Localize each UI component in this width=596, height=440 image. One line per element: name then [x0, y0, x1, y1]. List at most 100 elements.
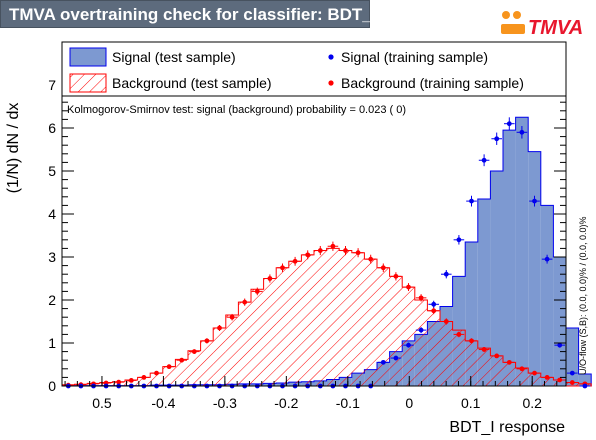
x-tick-label: -0.1 — [336, 395, 360, 411]
ks-annotation: Kolmogorov-Smirnov test: signal (backgro… — [67, 104, 406, 116]
background-train-point — [355, 250, 361, 256]
background-train-point — [519, 366, 525, 372]
legend-box — [61, 41, 567, 97]
signal-test-bin — [477, 198, 491, 386]
background-train-point — [166, 364, 172, 370]
x-tick-label: -0.2 — [274, 395, 298, 411]
background-train-point — [343, 248, 348, 253]
signal-train-point — [582, 383, 588, 389]
background-train-point — [280, 265, 285, 271]
background-test-bin — [276, 267, 289, 386]
signal-train-point — [456, 237, 462, 243]
background-test-bin — [427, 310, 440, 386]
x-tick-label: 0.5 — [92, 395, 112, 411]
y-tick-label: 2 — [48, 292, 56, 308]
signal-test-bin — [566, 327, 579, 386]
background-test-bin — [389, 276, 403, 386]
background-train-point — [368, 256, 374, 262]
y-axis-label: (1/N) dN / dx — [5, 103, 22, 194]
background-test-bin — [414, 300, 428, 386]
signal-train-point — [481, 157, 487, 163]
background-train-point — [267, 276, 273, 281]
background-test-bin — [440, 321, 453, 386]
background-train-point — [532, 370, 537, 376]
signal-test-bin — [528, 151, 541, 386]
background-test-bin — [402, 287, 415, 386]
background-test-bin — [452, 330, 466, 386]
background-train-point — [229, 314, 235, 320]
signal-test-bin — [578, 373, 592, 386]
background-train-point — [469, 338, 474, 344]
tmva-logo: TMVA — [501, 11, 583, 39]
signal-train-point — [569, 370, 575, 376]
background-train-point — [494, 353, 500, 359]
legend-marker-background-train — [328, 80, 334, 86]
background-train-point — [128, 378, 134, 383]
signal-test-bin — [490, 171, 503, 386]
background-test-bin — [125, 379, 138, 386]
background-train-point — [116, 379, 122, 385]
background-test-bin — [364, 259, 377, 386]
signal-test-bin — [503, 130, 516, 386]
background-test-bin — [150, 373, 163, 386]
background-test-bin — [503, 362, 516, 386]
signal-train-point — [519, 129, 525, 135]
background-test-bin — [200, 340, 214, 386]
signal-train-point — [494, 136, 500, 142]
legend-label-signal-train: Signal (training sample) — [341, 49, 488, 65]
background-test-bin — [377, 267, 390, 386]
background-test-bin — [339, 250, 352, 386]
background-test-bin — [553, 379, 566, 386]
background-train-point — [406, 284, 411, 290]
plot-title: TMVA overtraining check for classifier: … — [9, 5, 377, 24]
background-test-bin — [162, 366, 176, 386]
signal-train-point — [431, 301, 437, 307]
y-tick-label: 1 — [48, 335, 56, 351]
background-test-bin — [326, 248, 340, 386]
background-train-point — [179, 357, 185, 363]
background-train-point — [481, 347, 487, 352]
background-test-bin — [540, 377, 554, 386]
y-tick-label: 0 — [48, 378, 56, 394]
background-test-bin — [238, 302, 251, 386]
y-tick-label: 6 — [48, 120, 56, 136]
background-test-bin — [351, 252, 365, 386]
signal-train-point — [532, 198, 537, 204]
background-train-point — [242, 299, 248, 305]
background-test-bin — [263, 278, 277, 386]
legend-marker-signal-train — [328, 54, 334, 60]
y-tick-label: 5 — [48, 163, 56, 179]
background-train-point — [141, 375, 147, 380]
y-tick-label: 7 — [48, 77, 56, 93]
background-test-bin — [175, 359, 188, 386]
overflow-note: U/O-flow (S,B): (0.0, 0.0)% / (0.0, 0.0)… — [578, 216, 588, 375]
background-train-point — [305, 252, 311, 258]
background-test-bin — [314, 250, 327, 386]
x-tick-label: -0.3 — [213, 395, 237, 411]
background-train-point — [292, 258, 298, 264]
background-test-bin — [465, 340, 478, 386]
signal-test-bin — [515, 117, 529, 386]
background-train-point — [154, 370, 159, 376]
y-tick-label: 3 — [48, 249, 56, 265]
signal-test-bin — [540, 205, 554, 386]
background-train-point — [204, 338, 210, 344]
background-train-point — [217, 325, 222, 331]
background-train-point — [569, 380, 575, 385]
legend-label-signal-test: Signal (test sample) — [112, 49, 236, 65]
legend-swatch-background-test — [69, 73, 107, 93]
background-train-point — [431, 308, 437, 314]
signal-train-point — [443, 271, 449, 277]
signal-train-point — [544, 256, 550, 262]
background-train-point — [317, 248, 323, 253]
background-test-bin — [301, 254, 314, 386]
background-train-point — [544, 375, 550, 380]
background-test-bin — [515, 367, 529, 386]
x-tick-label: 0.1 — [461, 395, 481, 411]
signal-train-point — [418, 327, 424, 333]
x-tick-label: -0.4 — [151, 395, 175, 411]
legend-label-background-train: Background (training sample) — [341, 75, 524, 91]
background-train-point — [330, 243, 336, 249]
logo-text: TMVA — [528, 17, 583, 39]
